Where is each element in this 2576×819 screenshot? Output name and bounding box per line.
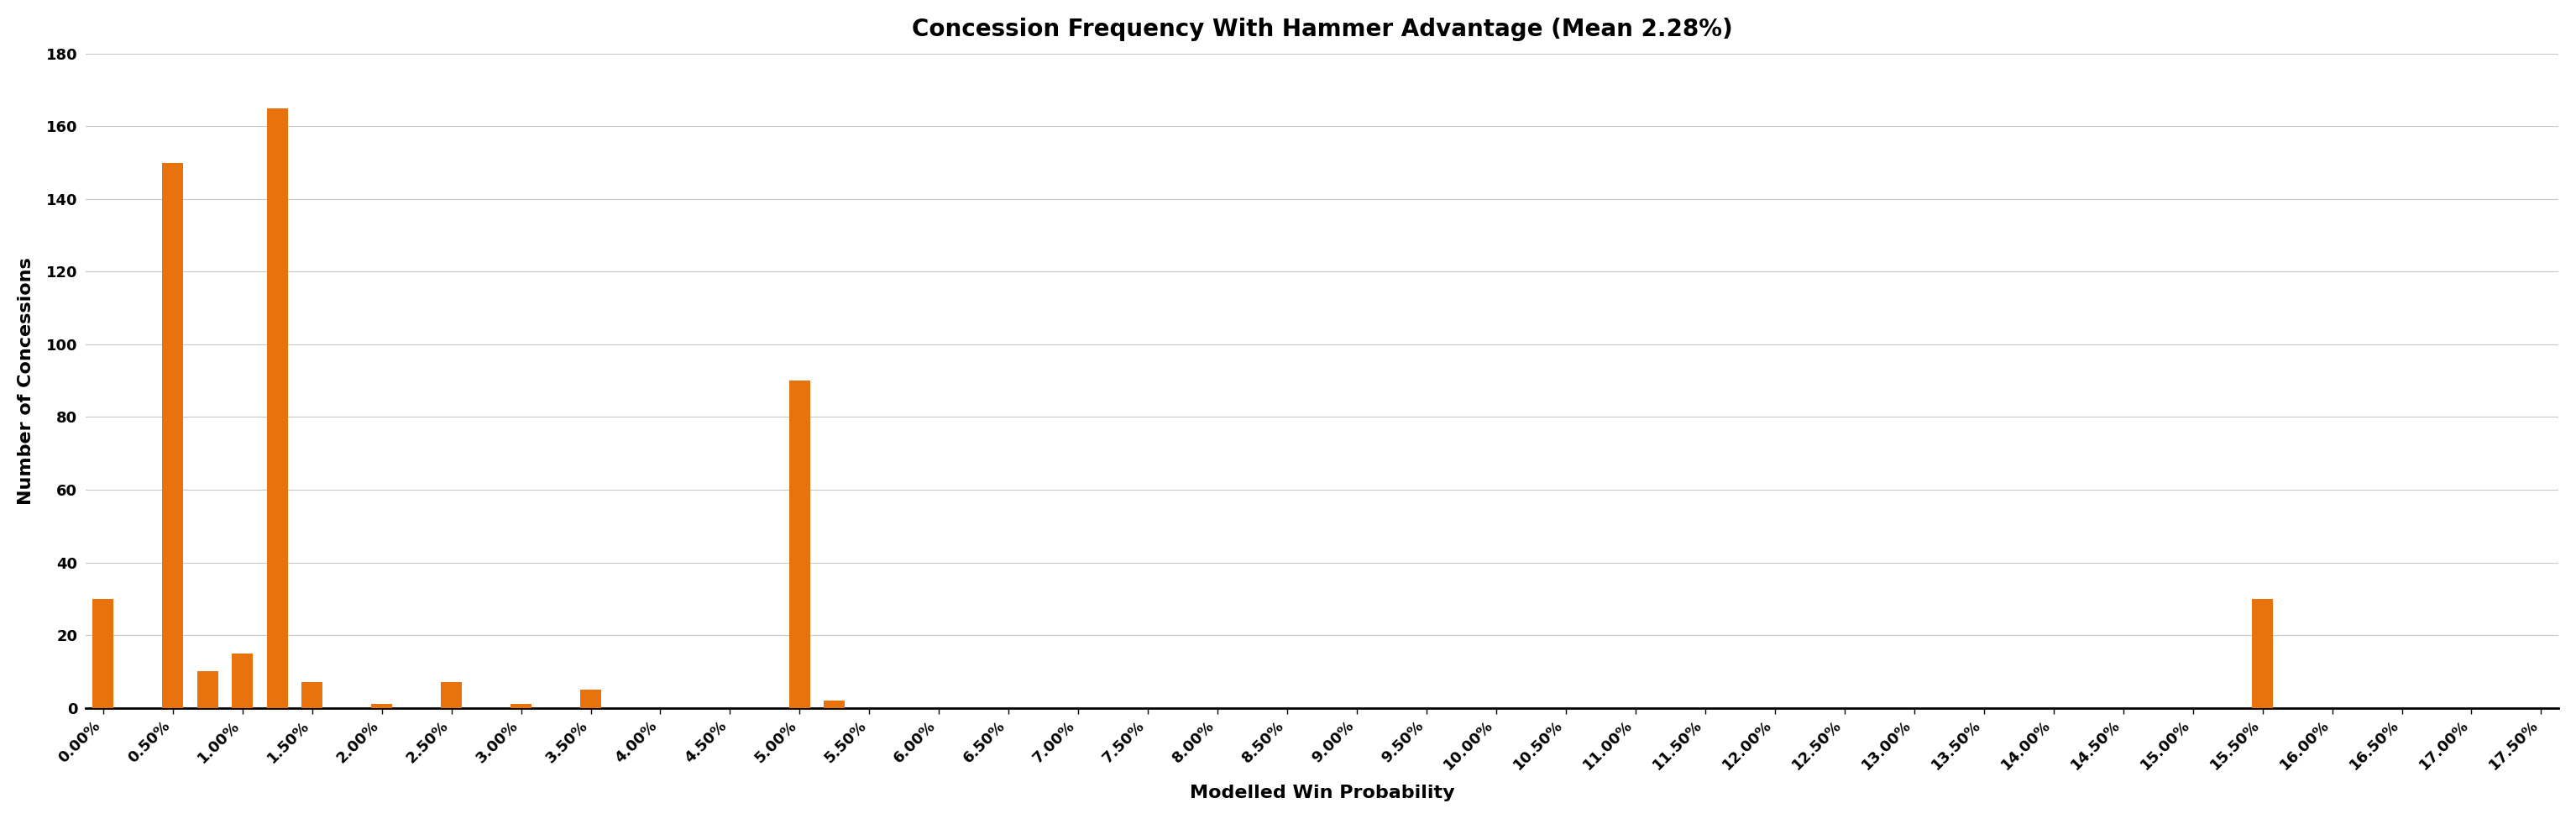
Bar (440, 682, 461, 708)
Bar (824, 700, 845, 708)
Bar (232, 654, 252, 708)
Bar (198, 672, 219, 708)
Bar (301, 682, 322, 708)
Title: Concession Frequency With Hammer Advantage (Mean 2.28%): Concession Frequency With Hammer Advanta… (912, 17, 1734, 41)
Bar (510, 704, 531, 708)
Bar (162, 162, 183, 708)
Bar (2251, 599, 2272, 708)
Bar (371, 704, 392, 708)
Bar (788, 381, 809, 708)
X-axis label: Modelled Win Probability: Modelled Win Probability (1190, 785, 1455, 802)
Y-axis label: Number of Concessions: Number of Concessions (18, 257, 33, 505)
Bar (268, 108, 289, 708)
Bar (93, 599, 113, 708)
Bar (580, 690, 600, 708)
